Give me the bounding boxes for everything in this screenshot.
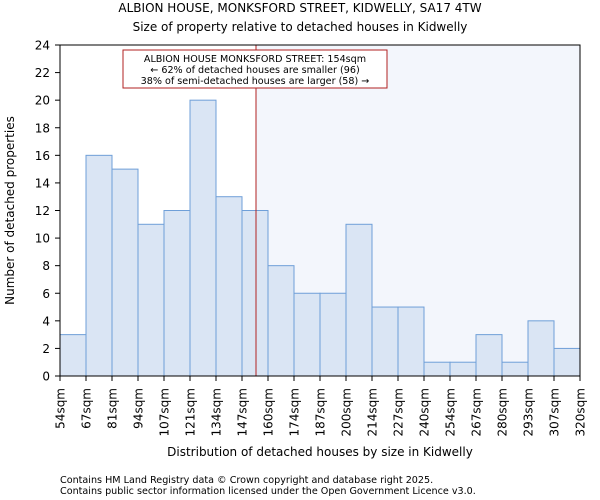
x-tick-label: 293sqm [522,388,536,436]
x-tick-label: 174sqm [288,388,302,436]
annotation-line-2: ← 62% of detached houses are smaller (96… [150,65,359,76]
footer-line-1: Contains HM Land Registry data © Crown c… [60,475,433,486]
x-tick-label: 280sqm [496,388,510,436]
y-tick-label: 22 [35,66,50,80]
bar-307sqm [553,347,581,377]
annotation-box-frame [122,49,388,89]
x-tick-label: 187sqm [314,388,328,436]
bar-214sqm [371,306,399,377]
annotation-line-3: 38% of semi-detached houses are larger (… [141,76,370,87]
x-tick-label: 267sqm [470,388,484,436]
y-tick-label: 10 [35,232,50,246]
bar-67sqm [85,154,113,377]
y-tick-label: 12 [35,204,50,218]
y-tick-label: 24 [35,39,50,53]
bar-240sqm [423,361,451,377]
bar-147sqm [241,210,269,377]
annotation-box: ALBION HOUSE MONKSFORD STREET: 154sqm ← … [122,49,388,89]
x-tick-label: 147sqm [236,388,250,436]
x-axis-label: Distribution of detached houses by size … [167,445,473,459]
bar-293sqm [527,320,555,377]
bars-group [59,99,581,377]
x-tick-label: 320sqm [574,388,588,436]
x-tick-label: 307sqm [548,388,562,436]
y-tick-label: 0 [42,370,50,384]
x-tick-label: 227sqm [392,388,406,436]
bar-94sqm [137,223,165,377]
y-axis-label: Number of detached properties [3,116,17,305]
y-tick-label: 20 [35,94,50,108]
x-tick-label: 107sqm [158,388,172,436]
x-tick-label: 254sqm [444,388,458,436]
y-tick-label: 2 [42,342,50,356]
y-tick-label: 16 [35,149,50,163]
bar-107sqm [163,210,191,377]
bar-267sqm [475,334,503,377]
x-tick-label: 160sqm [262,388,276,436]
chart-title: ALBION HOUSE, MONKSFORD STREET, KIDWELLY… [118,1,481,15]
bar-121sqm [189,99,217,377]
x-tick-label: 214sqm [366,388,380,436]
x-axis-ticks: 54sqm 67sqm 81sqm 94sqm 107sqm 121sqm 134sqm 14… [54,376,588,436]
x-tick-label: 121sqm [184,388,198,436]
y-tick-label: 14 [35,176,50,190]
bar-81sqm [111,168,139,377]
annotation-line-1: ALBION HOUSE MONKSFORD STREET: 154sqm [144,54,366,65]
x-tick-label: 134sqm [210,388,224,436]
x-tick-label: 240sqm [418,388,432,436]
x-tick-label: 94sqm [132,388,146,429]
y-tick-label: 6 [42,287,50,301]
bar-174sqm [293,292,321,377]
chart-subtitle: Size of property relative to detached ho… [133,20,468,34]
y-tick-label: 8 [42,259,50,273]
plot-frame [59,44,581,377]
y-tick-label: 4 [42,314,50,328]
bar-134sqm [215,196,243,377]
bar-54sqm [59,334,87,377]
bar-160sqm [267,265,295,377]
x-tick-label: 200sqm [340,388,354,436]
bar-254sqm [449,361,477,377]
bar-200sqm [345,223,373,377]
y-tick-label: 18 [35,121,50,135]
bar-227sqm [397,306,425,377]
x-tick-label: 81sqm [106,388,120,429]
x-tick-label: 54sqm [54,388,68,429]
bar-280sqm [501,361,529,377]
bar-187sqm [319,292,347,377]
footer-line-2: Contains public sector information licen… [60,486,476,497]
x-tick-label: 67sqm [80,388,94,429]
